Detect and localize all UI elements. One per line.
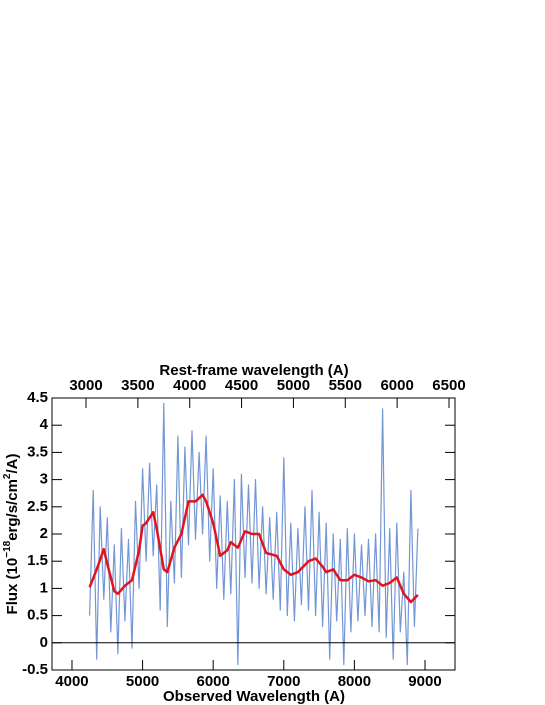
y-tick-label: 0 <box>40 634 48 651</box>
y-tick-label: 0.5 <box>27 607 48 624</box>
y-tick-label: 3 <box>40 471 48 488</box>
label-part: erg/s/cm <box>4 479 21 541</box>
x-tick-label: 4000 <box>55 673 88 690</box>
x-tick-label: 8000 <box>338 673 371 690</box>
top-tick-label: 4000 <box>173 377 206 394</box>
y-tick-label: 4 <box>40 416 49 433</box>
y-tick-label: 1 <box>40 579 48 596</box>
top-tick-label: 5500 <box>329 377 362 394</box>
top-tick-label: 6000 <box>380 377 413 394</box>
y-axis-label: Flux (10−18erg/s/cm2/A) <box>2 454 21 615</box>
x-tick-label: 9000 <box>408 673 441 690</box>
x-axis-label: Observed Wavelength (A) <box>163 688 345 705</box>
top-tick-label: 3500 <box>121 377 154 394</box>
x-tick-label: 5000 <box>126 673 159 690</box>
label-part: Flux (10 <box>4 558 21 615</box>
y-tick-label: 2 <box>40 525 48 542</box>
top-tick-label: 3000 <box>69 377 102 394</box>
y-tick-label: 2.5 <box>27 498 48 515</box>
x-tick-label: 7000 <box>267 673 300 690</box>
top-tick-label: 6500 <box>432 377 465 394</box>
y-tick-label: 4.5 <box>27 389 48 406</box>
y-tick-label: 1.5 <box>27 552 48 569</box>
superscript: −18 <box>2 540 13 557</box>
spectrum-line <box>89 402 419 666</box>
superscript: 2 <box>2 473 13 479</box>
x-tick-label: 6000 <box>196 673 229 690</box>
top-axis-label: Rest-frame wavelength (A) <box>159 362 348 379</box>
top-tick-label: 5000 <box>277 377 310 394</box>
y-tick-label: 3.5 <box>27 443 48 460</box>
label-part: /A) <box>4 454 21 474</box>
top-tick-label: 4500 <box>225 377 258 394</box>
smoothed-line <box>88 493 419 604</box>
y-tick-label: -0.5 <box>22 661 48 678</box>
